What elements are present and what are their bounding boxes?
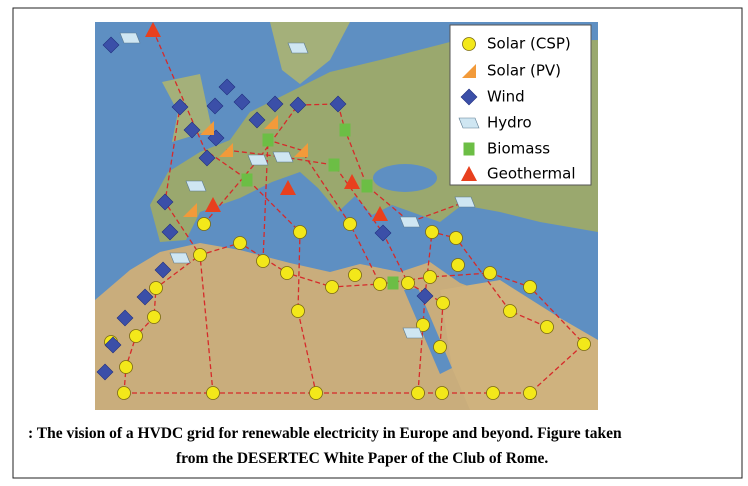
biomass-marker: [464, 143, 475, 156]
page: Solar (CSP) Solar (PV) Wind Hydro Biomas…: [0, 0, 748, 486]
legend: Solar (CSP) Solar (PV) Wind Hydro Biomas…: [450, 25, 591, 185]
biomass-marker: [362, 180, 373, 193]
solar-csp-marker: [294, 226, 307, 239]
solar-csp-marker: [436, 387, 449, 400]
solar-csp-marker: [452, 259, 465, 272]
solar-csp-marker: [310, 387, 323, 400]
solar-csp-marker: [578, 338, 591, 351]
solar-csp-marker: [484, 267, 497, 280]
black-sea: [373, 164, 437, 192]
solar-csp-marker: [281, 267, 294, 280]
legend-label: Solar (PV): [487, 62, 561, 80]
solar-csp-marker: [374, 278, 387, 291]
figure: Solar (CSP) Solar (PV) Wind Hydro Biomas…: [0, 0, 748, 486]
solar-csp-marker: [130, 330, 143, 343]
caption-line: from the DESERTEC White Paper of the Clu…: [176, 450, 548, 467]
caption-line: : The vision of a HVDC grid for renewabl…: [28, 425, 622, 442]
legend-label: Biomass: [487, 140, 550, 158]
solar-csp-marker: [463, 38, 476, 51]
solar-csp-marker: [207, 387, 220, 400]
legend-label: Wind: [487, 88, 525, 106]
solar-csp-marker: [434, 341, 447, 354]
legend-label: Solar (CSP): [487, 35, 571, 53]
solar-csp-marker: [524, 387, 537, 400]
biomass-marker: [329, 159, 340, 172]
biomass-marker: [340, 124, 351, 137]
biomass-marker: [388, 277, 399, 290]
solar-csp-marker: [118, 387, 131, 400]
solar-csp-marker: [541, 321, 554, 334]
solar-csp-marker: [424, 271, 437, 284]
solar-csp-marker: [487, 387, 500, 400]
solar-csp-marker: [402, 277, 415, 290]
solar-csp-marker: [437, 297, 450, 310]
solar-csp-marker: [504, 305, 517, 318]
solar-csp-marker: [150, 282, 163, 295]
solar-csp-marker: [148, 311, 161, 324]
solar-csp-marker: [524, 281, 537, 294]
solar-csp-marker: [412, 387, 425, 400]
solar-csp-marker: [349, 269, 362, 282]
solar-csp-marker: [292, 305, 305, 318]
biomass-marker: [242, 174, 253, 187]
solar-csp-marker: [450, 232, 463, 245]
solar-csp-marker: [194, 249, 207, 262]
solar-csp-marker: [234, 237, 247, 250]
biomass-marker: [263, 134, 274, 147]
legend-label: Geothermal: [487, 165, 576, 183]
solar-csp-marker: [344, 218, 357, 231]
solar-csp-marker: [120, 361, 133, 374]
solar-csp-marker: [198, 218, 211, 231]
solar-csp-marker: [326, 281, 339, 294]
solar-csp-marker: [257, 255, 270, 268]
solar-csp-marker: [426, 226, 439, 239]
legend-label: Hydro: [487, 114, 532, 132]
